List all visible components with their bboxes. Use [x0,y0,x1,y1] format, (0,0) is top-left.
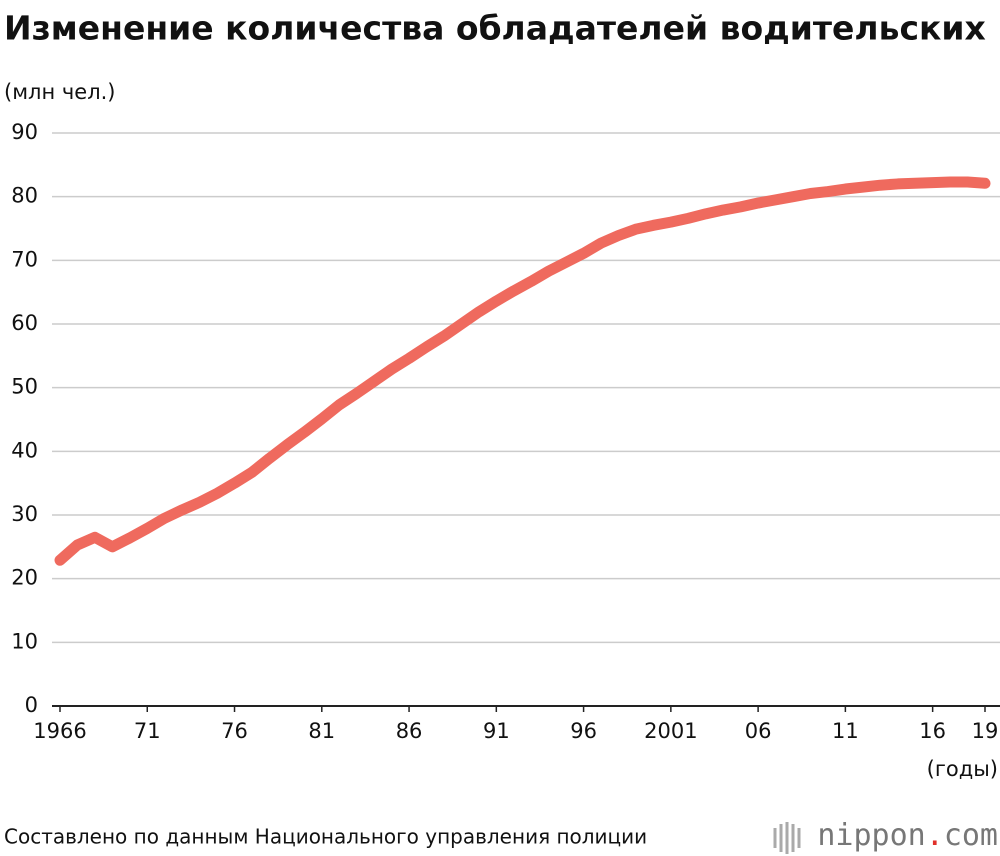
logo-text: com [944,818,998,853]
y-tick-label: 30 [11,502,38,526]
x-tick-label: 76 [221,719,248,743]
x-tick-label: 91 [483,719,510,743]
y-tick-label: 80 [11,184,38,208]
y-tick-label: 20 [11,566,38,590]
x-tick-label: 96 [570,719,597,743]
y-tick-label: 50 [11,375,38,399]
data-line [54,176,991,566]
y-tick-label: 60 [11,311,38,335]
y-tick-label: 10 [11,629,38,653]
y-axis-label: (млн чел.) [4,80,115,104]
source-note: Составлено по данным Национального управ… [4,825,647,849]
y-tick-label: 40 [11,438,38,462]
y-tick-label: 90 [11,120,38,144]
logo: nippon.com [817,818,998,853]
x-tick-label: 86 [396,719,423,743]
x-tick-label: 71 [134,719,161,743]
logo-text: nippon [817,818,925,853]
x-tick-label: 19 [972,719,999,743]
x-tick-label: 06 [745,719,772,743]
y-tick-label: 70 [11,247,38,271]
x-tick-label: 1966 [33,719,86,743]
x-tick-label: 2001 [644,719,697,743]
x-tick-label: 16 [919,719,946,743]
y-tick-label: 0 [25,693,38,717]
logo-icon [773,822,801,854]
x-tick-label: 81 [308,719,335,743]
chart-title: Изменение количества обладателей водител… [4,9,1000,48]
x-axis-label: (годы) [927,757,998,781]
logo-dot: . [926,818,944,853]
x-tick-label: 11 [832,719,859,743]
